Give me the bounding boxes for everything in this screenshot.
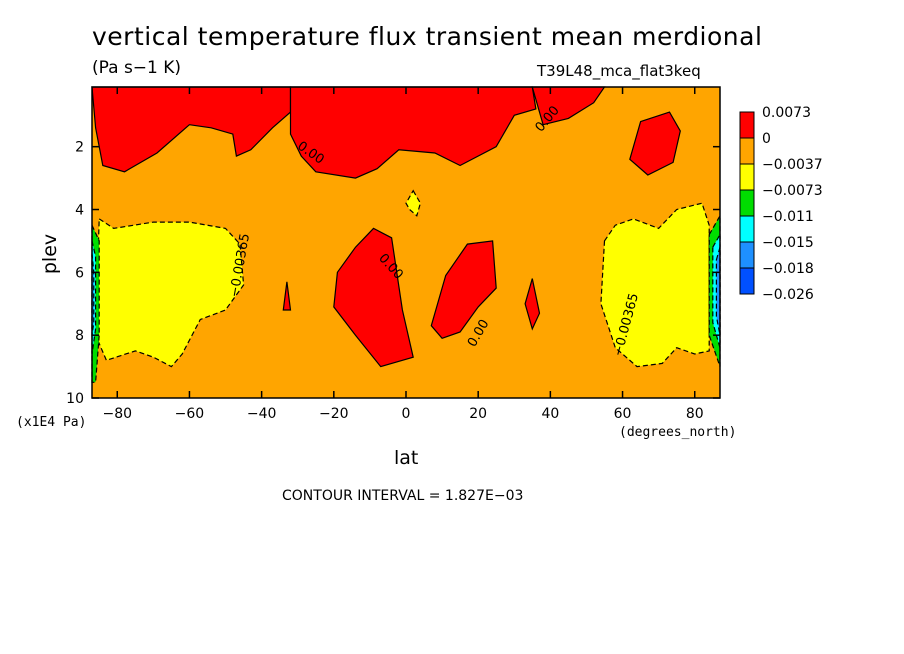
x-tick-label-1: −60: [175, 406, 205, 422]
y-tick-label-2: 6: [75, 265, 84, 281]
y-axis-unit: (x1E4 Pa): [16, 415, 87, 430]
contour-region-8: [94, 217, 245, 368]
legend-label-4: −0.011: [762, 209, 814, 225]
x-tick-label-0: −80: [102, 406, 132, 422]
x-tick-label-5: 20: [469, 406, 487, 422]
x-axis-label: lat: [394, 447, 419, 469]
x-tick-label-4: 0: [402, 406, 411, 422]
y-tick-label-3: 8: [75, 328, 84, 344]
x-tick-label-2: −40: [247, 406, 277, 422]
x-tick-label-6: 40: [541, 406, 559, 422]
contour-region-5: [430, 240, 497, 340]
legend-label-1: 0: [762, 131, 771, 147]
x-tick-label-3: −20: [319, 406, 349, 422]
experiment-name: T39L48_mca_flat3keq: [537, 62, 701, 80]
contour-region-16: [715, 247, 721, 336]
contour-region-9: [405, 189, 422, 217]
legend-swatch-3: [739, 189, 755, 217]
contour-region-4: [333, 227, 414, 368]
legend-swatch-6: [739, 267, 755, 295]
legend-label-2: −0.0037: [762, 157, 823, 173]
y-tick-label-0: 2: [75, 140, 84, 156]
legend-swatch-4: [739, 215, 755, 243]
legend-swatch-0: [739, 111, 755, 139]
y-tick-label-4: 10: [66, 391, 84, 407]
legend-label-7: −0.026: [762, 287, 814, 303]
legend-swatch-1: [739, 137, 755, 165]
legend-label-6: −0.018: [762, 261, 814, 277]
legend-swatch-5: [739, 241, 755, 269]
contour-region-10: [600, 202, 710, 368]
legend-label-0: 0.0073: [762, 105, 811, 121]
x-tick-label-7: 60: [614, 406, 632, 422]
contour-region-7: [524, 278, 541, 331]
chart-units: (Pa s−1 K): [92, 58, 182, 78]
contour-interval: CONTOUR INTERVAL = 1.827E−03: [282, 488, 524, 504]
contour-region-6: [282, 281, 292, 311]
legend-swatch-2: [739, 163, 755, 191]
y-tick-label-1: 4: [75, 203, 84, 219]
contour-region-3: [629, 111, 681, 176]
legend-label-3: −0.0073: [762, 183, 823, 199]
contour-region-0: [91, 86, 292, 173]
x-axis-unit: (degrees_north): [619, 425, 737, 440]
chart-title: vertical temperature flux transient mean…: [92, 22, 763, 51]
legend-label-5: −0.015: [762, 235, 814, 251]
x-tick-label-8: 80: [686, 406, 704, 422]
contour-region-1: [289, 86, 537, 179]
